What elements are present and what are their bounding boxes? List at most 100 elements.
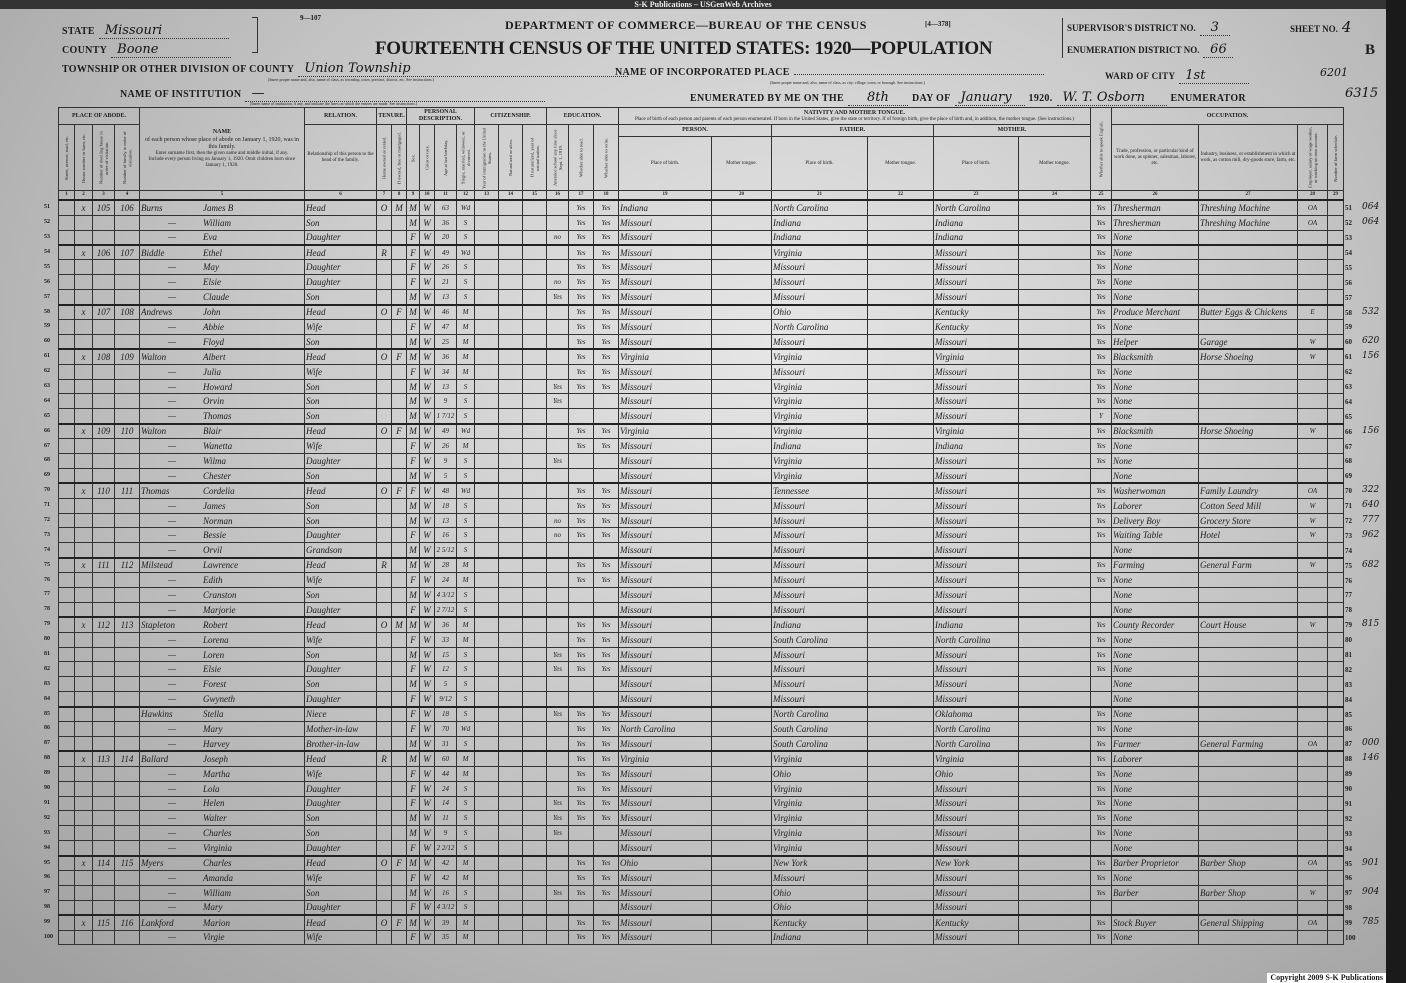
given-name: Norman [203, 515, 233, 526]
cell-empty [867, 705, 934, 723]
cell-age: 9 [434, 453, 457, 469]
month-value: January [954, 90, 1025, 106]
cell-cls: W [1297, 333, 1328, 350]
person-name: — Orvil [139, 542, 305, 559]
state-value: Missouri [98, 23, 229, 39]
person-name: — Floyd [139, 333, 305, 350]
cell-marital: S [456, 408, 475, 425]
table-row: x 114 115 Myers Charles Head O F M W 42 M Yes Yes Ohio… [58, 854, 1344, 871]
cell-marital: S [456, 795, 475, 812]
table-row: — Howard Son M W 13 S Yes Yes Yes Missouri Virginia… [58, 378, 1344, 395]
line-number: 92 [1345, 814, 1352, 823]
cell-empty [1018, 810, 1091, 827]
header-education: EDUCATION. [546, 106, 619, 126]
cell-relation: Son [304, 884, 377, 901]
surname: — [167, 366, 176, 377]
cell-mbp: Missouri [933, 393, 1019, 410]
person-name: — Howard [139, 378, 305, 395]
given-name: Lola [203, 783, 220, 794]
cell-family: 111 [114, 482, 140, 499]
header-relation: RELATION. [304, 106, 377, 126]
enumerated-day: 8th [847, 90, 908, 106]
cell-relation: Head [304, 482, 377, 499]
cell-cls [1297, 587, 1328, 603]
cell-ind: Grocery Store [1198, 512, 1298, 529]
table-row: — William Son M W 16 S Yes Yes Yes Missouri Ohio Mis… [58, 884, 1344, 901]
cell-read: Yes [568, 631, 594, 648]
line-number: 79 [1345, 621, 1352, 630]
cell-own [376, 676, 392, 693]
cell-empty [58, 750, 75, 767]
cell-ind: Horse Shoeing [1198, 422, 1298, 440]
cell-eng [1090, 587, 1112, 603]
cell-relation: Daughter [304, 691, 377, 708]
cell-ind [1198, 840, 1298, 857]
header-c26: Trade, profession, or particular kind of… [1111, 124, 1199, 192]
cell-empty [498, 378, 523, 395]
cell-school [546, 899, 569, 916]
cell-sex: F [406, 929, 420, 946]
cell-empty [711, 676, 772, 693]
cell-empty [474, 646, 499, 663]
cell-age: 20 [434, 229, 457, 246]
cell-ind [1198, 572, 1298, 589]
state-label: STATE [62, 26, 95, 37]
cell-marital: M [456, 319, 475, 335]
occupation-code: 620 [1362, 336, 1380, 347]
line-number: 86 [44, 725, 50, 732]
cell-empty [474, 542, 499, 559]
cell-dwelling [92, 676, 115, 693]
cell-empty [58, 721, 75, 737]
cell-school [546, 482, 569, 499]
person-name: — Martha [139, 765, 305, 782]
cell-empty [711, 542, 772, 559]
name-desc: of each person whose place of abode on J… [145, 136, 299, 150]
cell-fbp: Virginia [771, 825, 868, 842]
cell-empty [1018, 929, 1091, 946]
cell-marital: Wd [456, 199, 475, 216]
cell-school [546, 363, 569, 380]
cell-school: Yes [546, 393, 569, 410]
cell-race: W [419, 348, 435, 365]
cell-bp: Missouri [618, 527, 712, 544]
cell-mort [391, 587, 407, 603]
cell-race: W [419, 393, 435, 410]
cell-race: W [419, 556, 435, 574]
cell-ind [1198, 869, 1298, 886]
table-row: — Virginia Daughter F W 2 2/12 S Missouri Virgin… [58, 840, 1344, 857]
given-name: Loren [203, 649, 225, 660]
person-name: — Wilma [139, 453, 305, 469]
cell-cls: OA [1297, 735, 1328, 752]
cell-empty [522, 691, 547, 708]
cell-school [546, 244, 569, 261]
cell-empty [711, 289, 772, 306]
cell-empty [711, 303, 772, 320]
cell-mbp: Missouri [933, 691, 1019, 708]
cell-empty [867, 229, 934, 246]
cell-age: 2 2/12 [434, 840, 457, 857]
cell-ind [1198, 780, 1298, 797]
sheet-side: B [1365, 42, 1376, 58]
cell-marital: S [456, 899, 475, 916]
cell-bp: Missouri [618, 408, 712, 425]
column-number: 8 [391, 190, 407, 201]
cell-bp: Missouri [618, 840, 712, 857]
cell-read [568, 587, 594, 603]
person-name: Milstead Lawrence [139, 556, 305, 574]
surname: — [167, 217, 176, 228]
cell-mort [391, 825, 407, 842]
cell-sex: F [406, 572, 420, 589]
header-c3: Number of dwelling house in order of vis… [92, 124, 115, 191]
column-number: 10 [419, 190, 435, 201]
cell-mbp: Indiana [933, 214, 1019, 231]
cell-sex: M [406, 616, 420, 633]
cell-bp: Missouri [618, 661, 712, 678]
cell-empty [58, 289, 75, 306]
cell-empty [58, 795, 75, 812]
cell-occ: None [1111, 289, 1199, 306]
column-number: 19 [618, 190, 712, 201]
cell-empty [711, 497, 772, 514]
cell-cls [1297, 438, 1328, 455]
surname: — [167, 470, 176, 481]
cell-relation: Son [304, 825, 377, 842]
